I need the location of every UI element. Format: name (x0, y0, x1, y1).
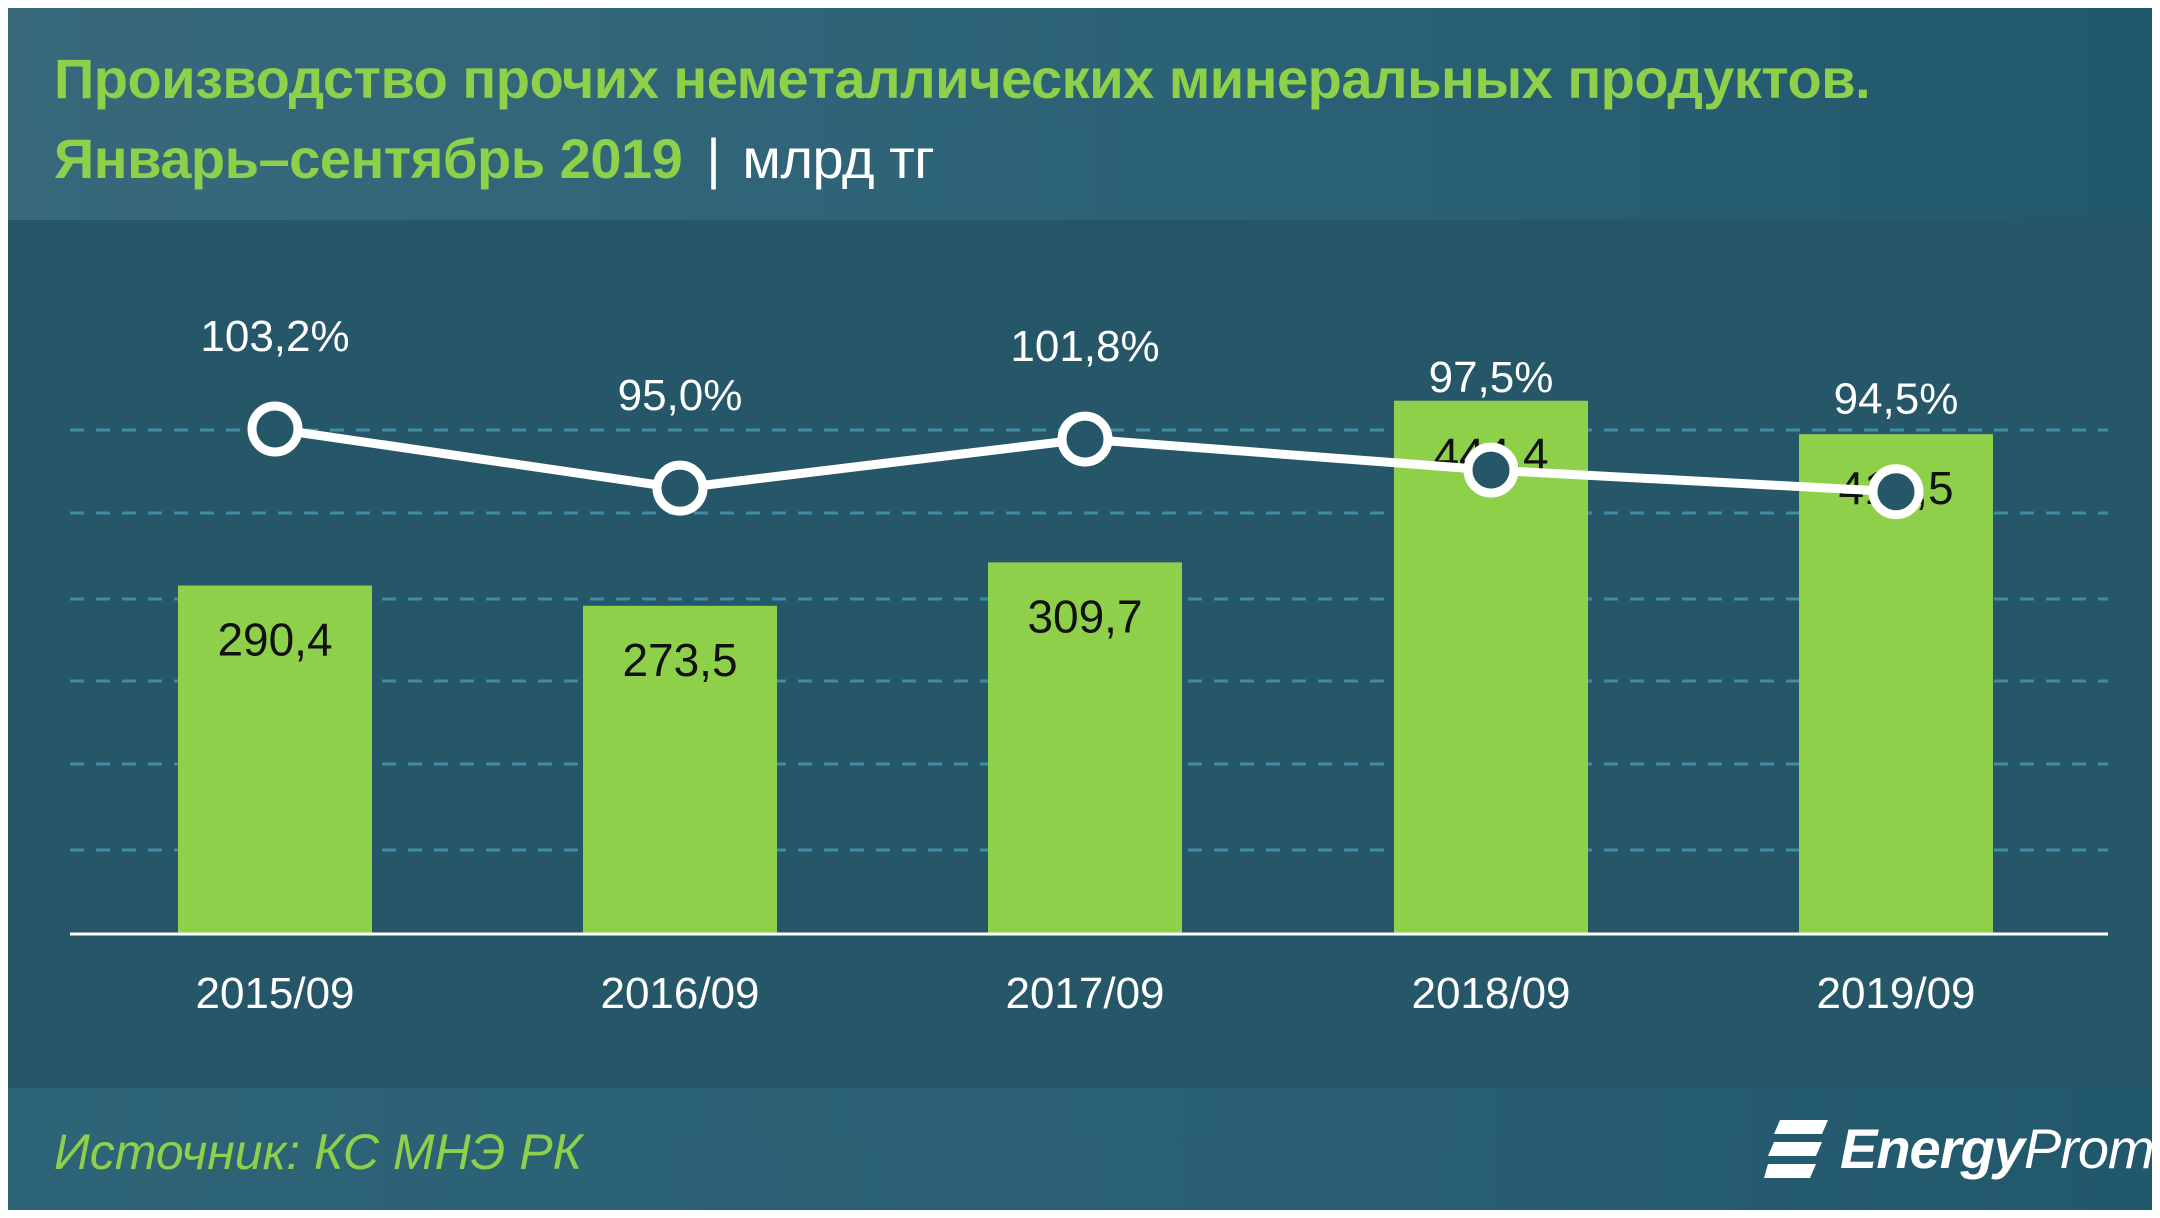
growth-value-label: 94,5% (1834, 375, 1959, 424)
period-label: Январь–сентябрь 2019 (54, 127, 683, 190)
chart-plot: 290,4273,5309,7444,4416,5103,2%95,0%101,… (70, 312, 2108, 1018)
bar-2017-09 (988, 562, 1182, 934)
chart-subtitle: Январь–сентябрь 2019 | млрд тг (54, 126, 935, 191)
bar-value-label: 290,4 (217, 614, 332, 666)
growth-value-label: 101,8% (1010, 322, 1159, 371)
growth-point-2016-09 (652, 460, 708, 516)
unit-label: млрд тг (742, 127, 935, 190)
growth-point-2018-09 (1463, 442, 1519, 498)
bar-2015-09 (178, 585, 372, 934)
x-tick-label: 2017/09 (1005, 969, 1164, 1018)
chart-header (8, 8, 2152, 220)
chart-frame: Производство прочих неметаллических мине… (8, 8, 2152, 1210)
growth-value-label: 95,0% (618, 371, 743, 420)
source-note: Источник: КС МНЭ РК (54, 1124, 583, 1180)
chart-title: Производство прочих неметаллических мине… (54, 47, 1871, 110)
bar-value-label: 273,5 (622, 634, 737, 686)
title-separator: | (706, 127, 721, 190)
bar-2016-09 (583, 605, 777, 934)
bar-value-label: 309,7 (1027, 590, 1142, 642)
x-tick-label: 2019/09 (1816, 969, 1975, 1018)
growth-point-2017-09 (1057, 411, 1113, 467)
growth-value-label: 97,5% (1429, 353, 1554, 402)
growth-point-2019-09 (1868, 464, 1924, 520)
x-tick-label: 2016/09 (600, 969, 759, 1018)
x-tick-label: 2015/09 (195, 969, 354, 1018)
energyprom-logo-text: EnergyProm (1840, 1117, 2152, 1180)
energyprom-logo: EnergyProm (1764, 1112, 2152, 1192)
growth-value-label: 103,2% (200, 312, 349, 361)
x-tick-label: 2018/09 (1411, 969, 1570, 1018)
energyprom-logo-icon (1764, 1120, 1828, 1178)
growth-point-2015-09 (247, 401, 303, 457)
